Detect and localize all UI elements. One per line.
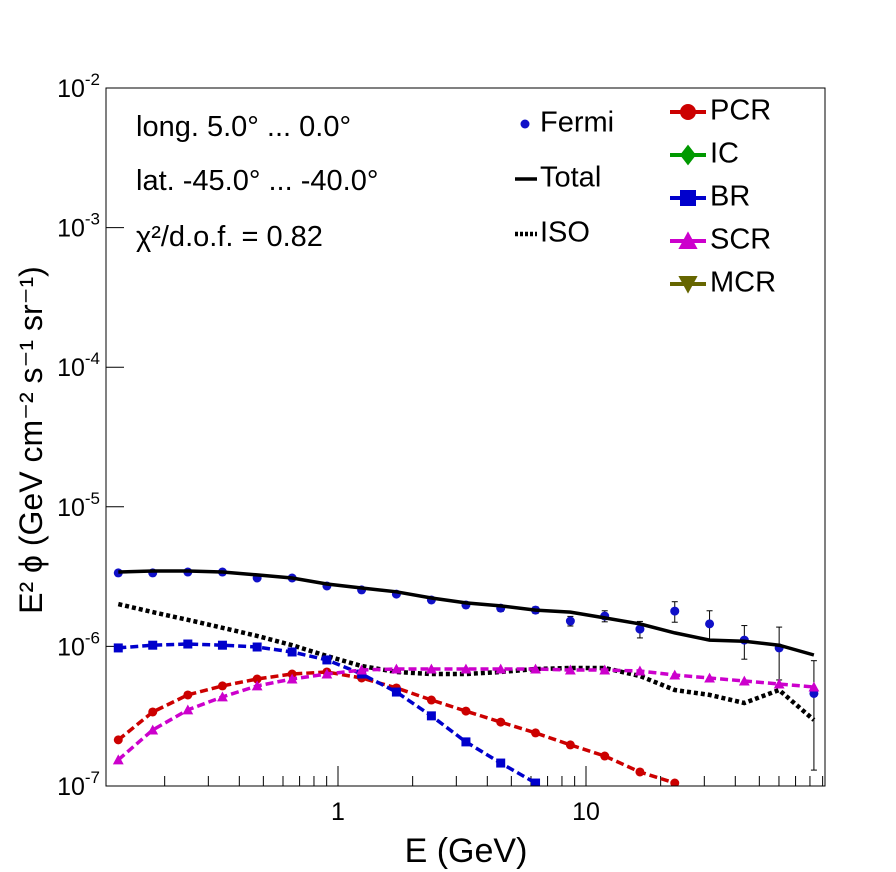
marker	[287, 647, 297, 657]
marker	[183, 690, 193, 700]
legend-label: Total	[540, 162, 601, 194]
y-tick-base: 10	[57, 215, 85, 243]
marker	[738, 675, 750, 686]
marker	[461, 737, 471, 747]
annotation: long. 5.0° ... 0.0°	[136, 111, 351, 143]
marker	[461, 706, 471, 716]
marker	[148, 707, 158, 717]
marker	[670, 778, 680, 786]
marker	[252, 674, 262, 684]
legend-label: IC	[710, 138, 739, 170]
marker	[252, 642, 262, 652]
legend-label: SCR	[710, 224, 771, 256]
plot-frame	[105, 87, 826, 787]
y-tick-base: 10	[57, 773, 85, 801]
marker	[680, 144, 696, 166]
marker	[496, 758, 506, 768]
annotation: χ²/d.o.f. = 0.82	[136, 221, 323, 253]
y-tick-label: 10-4	[57, 349, 100, 382]
marker	[426, 711, 436, 721]
marker	[112, 754, 124, 765]
marker	[391, 687, 401, 697]
marker	[680, 190, 696, 206]
series-line	[117, 667, 815, 762]
marker	[705, 619, 715, 629]
marker	[251, 680, 263, 691]
y-tick-exp: -5	[85, 489, 100, 508]
y-tick-exp: -6	[85, 628, 100, 647]
marker	[496, 717, 506, 727]
marker	[635, 624, 645, 634]
marker	[425, 663, 437, 674]
marker	[183, 639, 193, 649]
marker	[148, 640, 158, 650]
x-tick-label: 1	[331, 798, 345, 826]
marker	[704, 672, 715, 683]
marker	[520, 119, 530, 129]
marker	[217, 691, 228, 702]
marker	[495, 663, 507, 674]
marker	[670, 606, 680, 616]
marker	[217, 681, 227, 691]
marker	[669, 669, 681, 680]
marker	[600, 751, 610, 761]
marker	[113, 643, 123, 653]
legend-label: PCR	[710, 95, 771, 127]
y-tick-base: 10	[57, 633, 85, 661]
y-tick-base: 10	[57, 75, 85, 103]
y-tick-label: 10-2	[57, 70, 100, 103]
legend-label: Fermi	[540, 107, 614, 139]
marker	[531, 778, 541, 786]
marker	[678, 231, 698, 249]
marker	[530, 663, 541, 674]
y-tick-label: 10-3	[57, 210, 100, 243]
marker	[565, 616, 575, 626]
marker	[217, 640, 227, 650]
marker	[147, 724, 159, 735]
marker	[599, 664, 611, 675]
legend-label: MCR	[710, 267, 776, 299]
marker	[321, 668, 333, 679]
legend-label: ISO	[540, 217, 590, 249]
y-tick-base: 10	[57, 354, 85, 382]
marker	[773, 678, 785, 689]
x-tick-label: 10	[572, 798, 600, 826]
marker	[565, 740, 575, 750]
marker	[286, 673, 298, 684]
y-tick-label: 10-5	[57, 489, 100, 522]
legend-label: BR	[710, 181, 750, 213]
marker	[635, 767, 645, 777]
marker	[182, 704, 194, 715]
y-tick-exp: -4	[85, 349, 100, 368]
marker	[391, 663, 402, 674]
y-tick-label: 10-7	[57, 768, 100, 801]
x-axis-title: E (GeV)	[405, 832, 528, 870]
marker	[460, 663, 472, 674]
marker	[564, 664, 576, 675]
y-tick-label: 10-6	[57, 628, 100, 661]
marker	[680, 104, 696, 120]
y-axis-title: E² ϕ (GeV cm⁻² s⁻¹ sr⁻¹)	[13, 266, 49, 614]
y-tick-exp: -3	[85, 210, 100, 229]
marker	[322, 655, 332, 665]
marker	[426, 695, 436, 705]
marker	[634, 665, 646, 676]
marker	[808, 681, 820, 692]
marker	[678, 276, 698, 294]
marker	[531, 728, 541, 738]
series-line	[118, 569, 815, 657]
y-tick-exp: -7	[85, 768, 100, 787]
y-tick-exp: -2	[85, 70, 100, 89]
marker	[356, 664, 368, 675]
annotation: lat. -45.0° ... -40.0°	[136, 165, 378, 197]
y-tick-base: 10	[57, 494, 85, 522]
marker	[113, 735, 123, 745]
